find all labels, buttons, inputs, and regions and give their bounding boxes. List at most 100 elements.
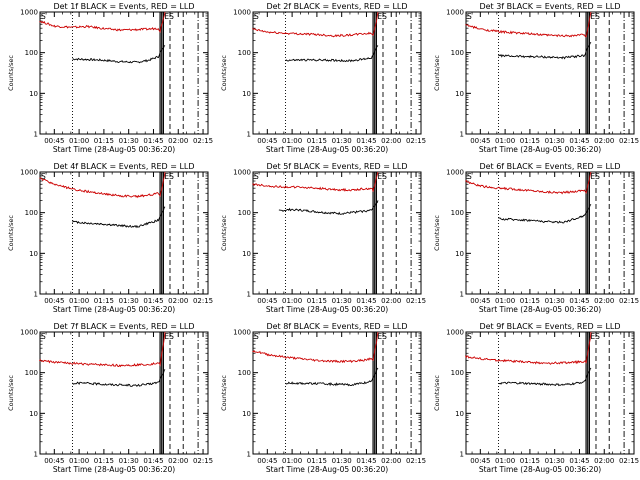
x-tick-label: 01:30 xyxy=(119,297,139,305)
x-axis-label: Start Time (28-Aug-05 00:36:20) xyxy=(479,465,601,474)
x-tick-label: 02:00 xyxy=(168,297,188,305)
x-tick-label: 02:15 xyxy=(406,297,426,305)
y-tick-label: 100 xyxy=(25,209,38,217)
x-tick-label: 01:45 xyxy=(569,297,589,305)
x-tick-label: 01:45 xyxy=(143,137,163,145)
y-axis-label: Counts/sec xyxy=(220,375,228,411)
x-tick-label: 02:15 xyxy=(193,297,213,305)
x-tick-label: 01:45 xyxy=(569,457,589,465)
x-tick-label: 00:45 xyxy=(257,137,277,145)
x-tick-label: 01:30 xyxy=(545,457,565,465)
y-tick-label: 100 xyxy=(451,209,464,217)
panel-det-9: Det 9f BLACK = Events, RED = LLD 1 10 100 10… xyxy=(433,322,639,474)
y-tick-label: 10 xyxy=(455,410,464,418)
panel-det-2: Det 2f BLACK = Events, RED = LLD 1 10 100 10… xyxy=(220,2,426,154)
y-tick-label: 1 xyxy=(247,291,251,299)
x-tick-label: 00:45 xyxy=(44,457,64,465)
x-tick-label: 02:15 xyxy=(619,297,639,305)
x-axis-label: Start Time (28-Aug-05 00:36:20) xyxy=(266,145,388,154)
y-tick-label: 100 xyxy=(238,369,251,377)
y-tick-label: 1 xyxy=(34,451,38,459)
plot-frame xyxy=(39,11,209,135)
event-label: ES xyxy=(590,332,600,341)
x-tick-label: 01:30 xyxy=(545,137,565,145)
y-axis-label: Counts/sec xyxy=(433,55,441,91)
x-tick-label: 00:45 xyxy=(257,297,277,305)
y-axis-label: Counts/sec xyxy=(433,375,441,411)
panel-title: Det 9f BLACK = Events, RED = LLD xyxy=(479,322,620,331)
event-label: ES xyxy=(590,172,600,181)
x-tick-label: 02:00 xyxy=(381,297,401,305)
events-series-line xyxy=(72,45,166,64)
y-tick-label: 100 xyxy=(238,49,251,57)
panel-title: Det 5f BLACK = Events, RED = LLD xyxy=(266,162,407,171)
corner-label: S xyxy=(41,332,46,341)
x-tick-label: 00:45 xyxy=(470,297,490,305)
y-tick-label: 1 xyxy=(247,451,251,459)
x-tick-label: 01:00 xyxy=(69,137,89,145)
x-tick-label: 01:15 xyxy=(520,137,540,145)
x-tick-label: 01:00 xyxy=(495,457,515,465)
x-tick-label: 01:30 xyxy=(119,457,139,465)
x-tick-label: 01:30 xyxy=(332,457,352,465)
x-tick-label: 02:15 xyxy=(619,457,639,465)
events-series-line xyxy=(498,41,592,60)
y-axis-label: Counts/sec xyxy=(433,215,441,251)
y-tick-label: 1000 xyxy=(446,9,464,17)
x-tick-label: 02:00 xyxy=(594,297,614,305)
x-tick-label: 01:15 xyxy=(520,297,540,305)
event-label: ES xyxy=(164,12,174,21)
y-tick-label: 10 xyxy=(29,410,38,418)
x-axis-label: Start Time (28-Aug-05 00:36:20) xyxy=(479,145,601,154)
x-tick-label: 01:45 xyxy=(356,297,376,305)
event-label: ES xyxy=(590,12,600,21)
y-tick-label: 10 xyxy=(242,90,251,98)
panel-det-1: Det 1f BLACK = Events, RED = LLD 1 10 100 10… xyxy=(7,2,213,154)
y-tick-label: 1 xyxy=(460,291,464,299)
x-tick-label: 01:00 xyxy=(495,137,515,145)
x-tick-label: 02:15 xyxy=(406,137,426,145)
x-tick-label: 02:00 xyxy=(594,137,614,145)
corner-label: S xyxy=(254,12,259,21)
events-series-line xyxy=(72,206,166,229)
x-tick-label: 01:00 xyxy=(282,457,302,465)
plot-frame xyxy=(465,171,635,295)
plot-frame xyxy=(252,331,422,455)
x-tick-label: 00:45 xyxy=(44,297,64,305)
x-axis-label: Start Time (28-Aug-05 00:36:20) xyxy=(479,305,601,314)
x-tick-label: 01:45 xyxy=(356,457,376,465)
plot-frame xyxy=(465,331,635,455)
x-tick-label: 02:15 xyxy=(406,457,426,465)
lld-series-line xyxy=(465,11,592,38)
lld-series-line xyxy=(39,331,166,368)
y-tick-label: 10 xyxy=(29,250,38,258)
x-tick-label: 01:00 xyxy=(69,297,89,305)
x-axis-label: Start Time (28-Aug-05 00:36:20) xyxy=(53,305,175,314)
y-tick-label: 10 xyxy=(29,90,38,98)
x-tick-label: 01:45 xyxy=(143,457,163,465)
events-series-line xyxy=(285,45,379,63)
y-tick-label: 1000 xyxy=(20,329,38,337)
y-tick-label: 100 xyxy=(451,49,464,57)
events-series-line xyxy=(498,204,592,224)
x-tick-label: 01:30 xyxy=(332,137,352,145)
panel-det-7: Det 7f BLACK = Events, RED = LLD 1 10 100 10… xyxy=(7,322,213,474)
x-tick-label: 01:00 xyxy=(69,457,89,465)
x-tick-label: 01:00 xyxy=(282,137,302,145)
panel-det-6: Det 6f BLACK = Events, RED = LLD 1 10 100 10… xyxy=(433,162,639,314)
x-axis-label: Start Time (28-Aug-05 00:36:20) xyxy=(266,465,388,474)
x-tick-label: 00:45 xyxy=(257,457,277,465)
panel-det-4: Det 4f BLACK = Events, RED = LLD 1 10 100 10… xyxy=(7,162,213,314)
panel-title: Det 3f BLACK = Events, RED = LLD xyxy=(479,2,620,11)
y-axis-label: Counts/sec xyxy=(7,375,15,411)
lld-series-line xyxy=(39,171,166,199)
y-axis-label: Counts/sec xyxy=(7,55,15,91)
corner-label: S xyxy=(467,332,472,341)
x-tick-label: 01:00 xyxy=(495,297,515,305)
panel-det-5: Det 5f BLACK = Events, RED = LLD 1 10 100 10… xyxy=(220,162,426,314)
x-axis-label: Start Time (28-Aug-05 00:36:20) xyxy=(266,305,388,314)
y-axis-label: Counts/sec xyxy=(220,55,228,91)
corner-label: S xyxy=(41,12,46,21)
y-tick-label: 100 xyxy=(25,49,38,57)
